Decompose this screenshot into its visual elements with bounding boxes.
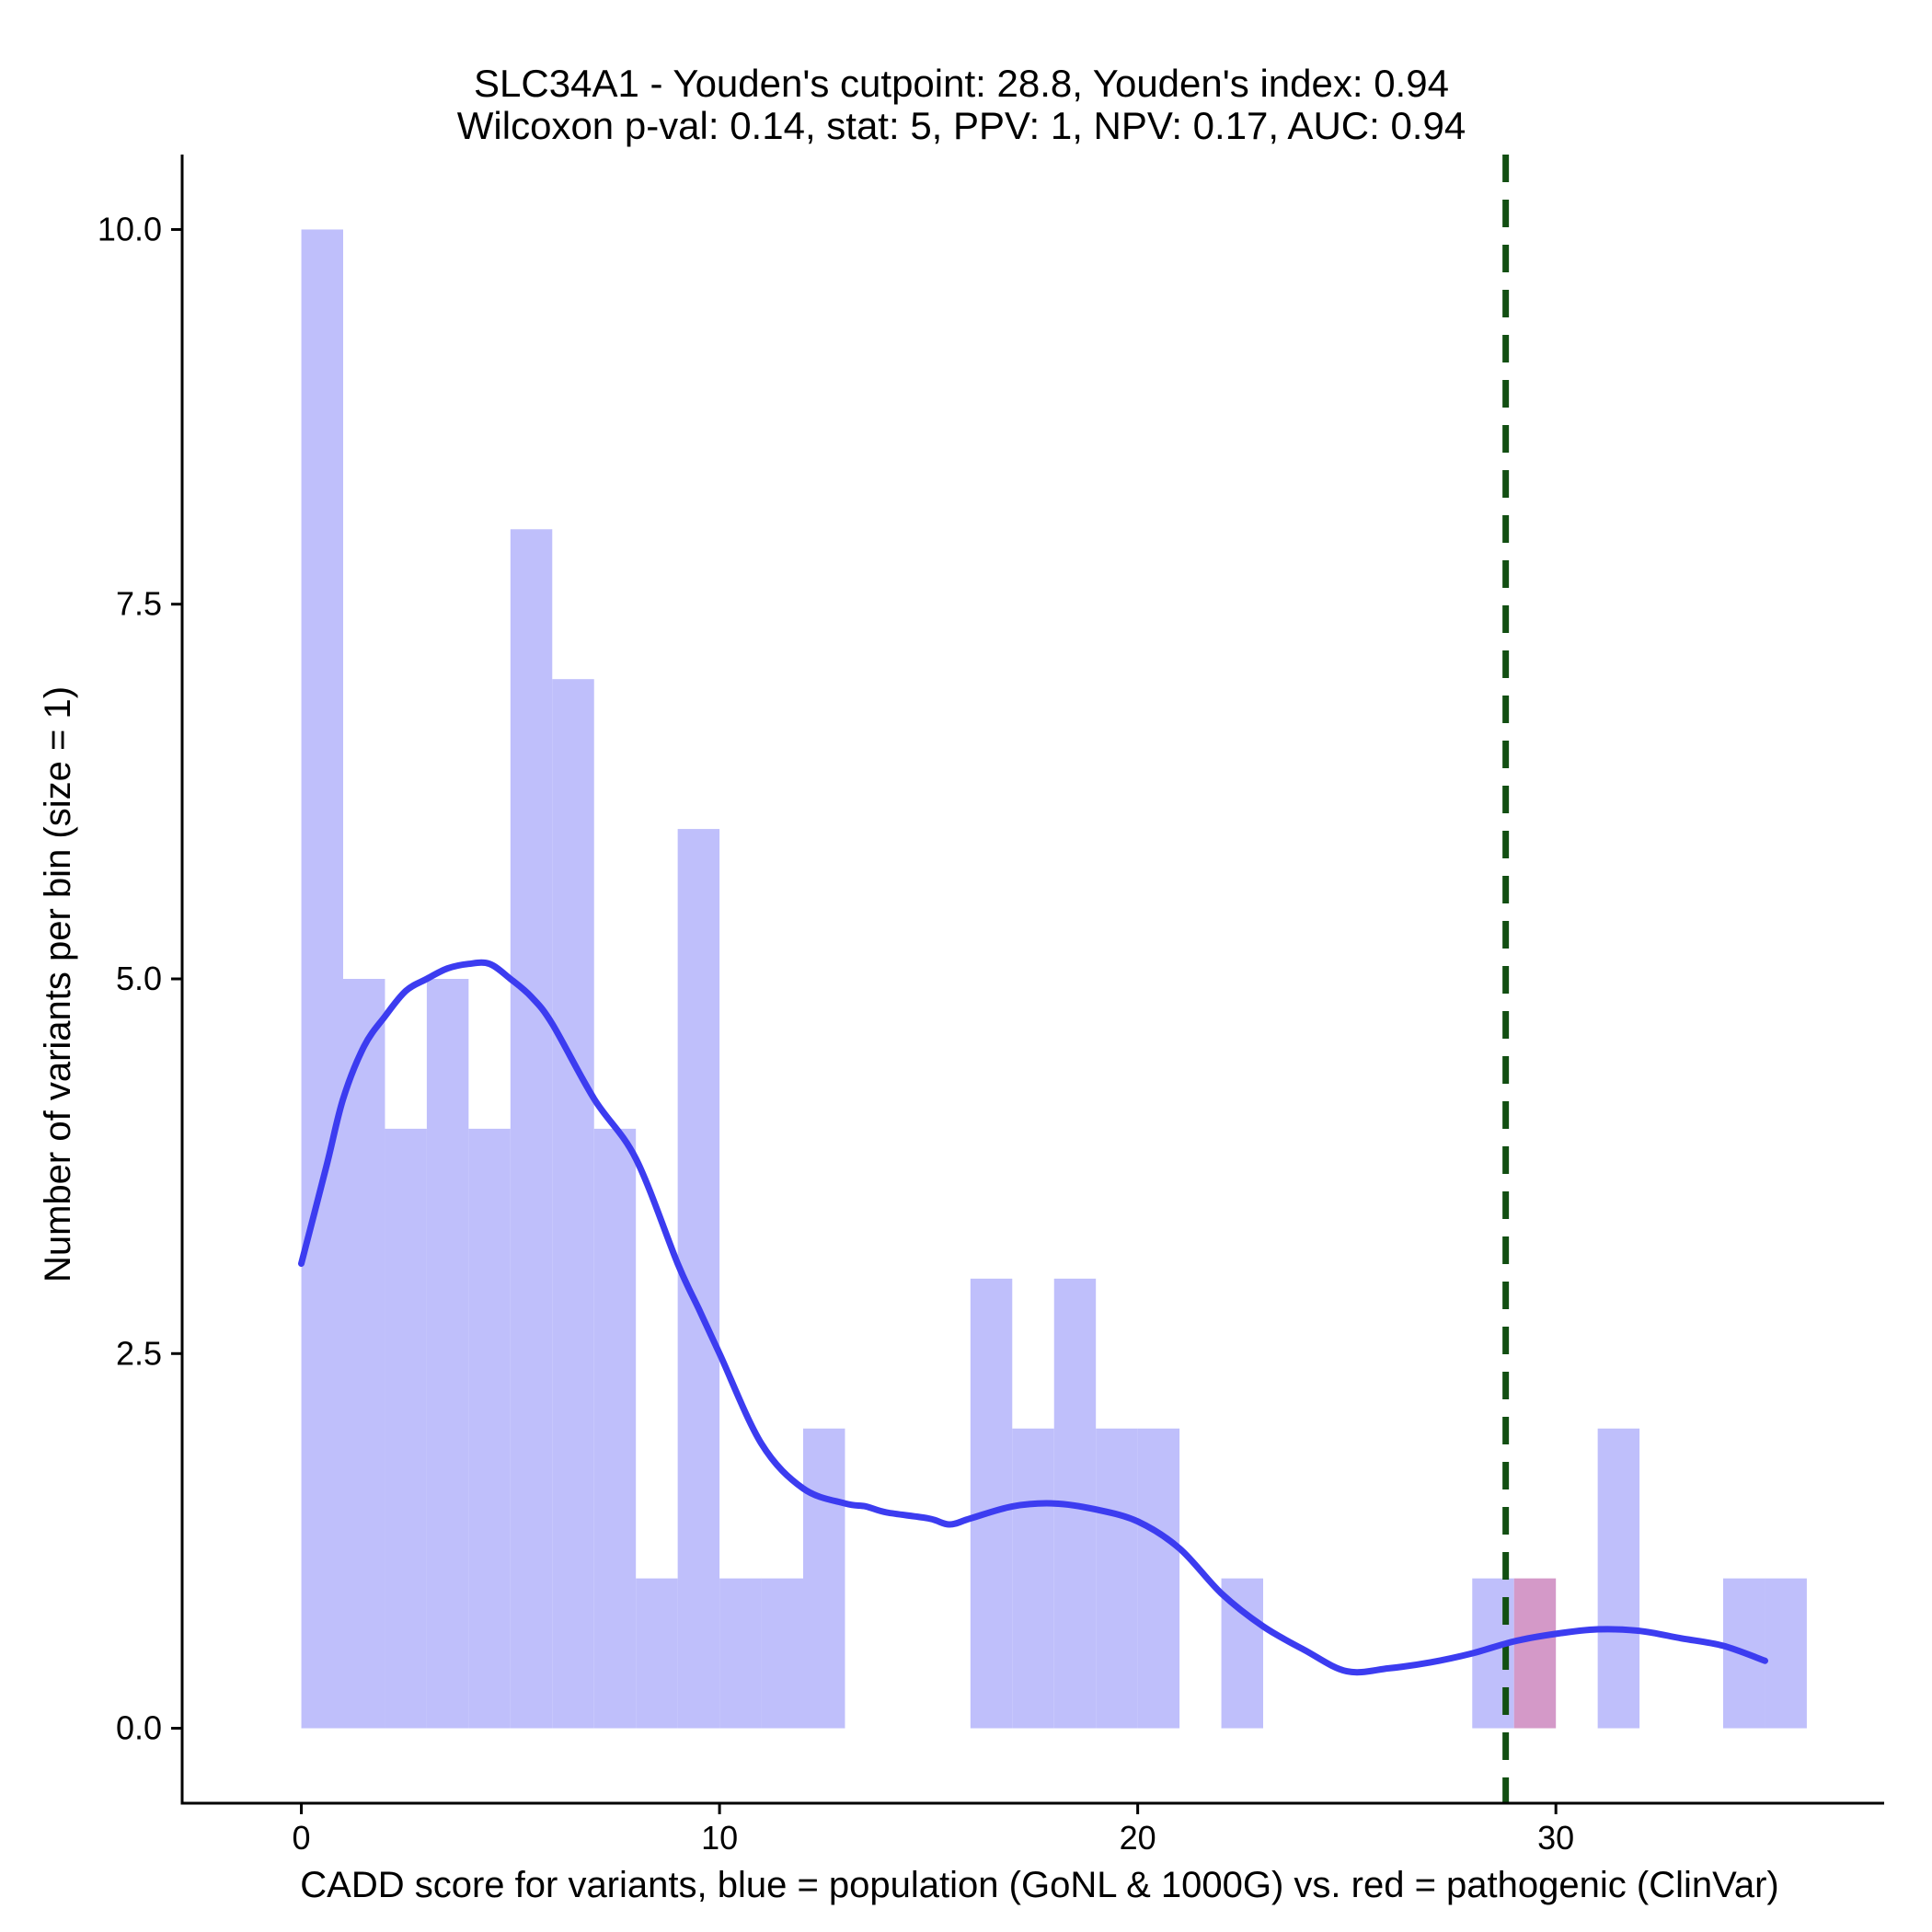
y-tick-label-5: 5.0 — [116, 960, 162, 997]
population-bar-3 — [426, 979, 469, 1729]
population-bar-6 — [552, 679, 594, 1729]
x-tick-label-20: 20 — [1120, 1819, 1156, 1857]
y-tick-label-7.5: 7.5 — [116, 585, 162, 623]
population-bar-20 — [1137, 1428, 1180, 1729]
population-bar-1 — [343, 979, 385, 1729]
pathogenic-bar-29 — [1513, 1578, 1557, 1729]
population-bar-11 — [761, 1578, 803, 1729]
y-tick-label-0: 0.0 — [116, 1709, 162, 1747]
population-bar-8 — [636, 1578, 678, 1729]
population-bar-4 — [468, 1128, 511, 1729]
population-bar-12 — [803, 1428, 845, 1729]
y-tick-label-2.5: 2.5 — [116, 1334, 162, 1372]
density-curve — [298, 959, 1768, 1676]
population-bar-5 — [510, 529, 553, 1729]
population-bar-0 — [301, 229, 343, 1729]
y-axis-title: Number of variants per bin (size = 1) — [38, 686, 78, 1282]
population-bar-17 — [1012, 1428, 1054, 1729]
population-bar-19 — [1096, 1428, 1138, 1729]
x-tick-label-10: 10 — [701, 1819, 738, 1857]
x-tick-label-30: 30 — [1537, 1819, 1574, 1857]
chart-title: SLC34A1 - Youden's cutpoint: 28.8, Youde… — [457, 62, 1466, 147]
population-bar-2 — [385, 1128, 427, 1729]
density-curve-layer — [298, 959, 1768, 1676]
axis-ticks: 0 10 20 30 0.0 2.5 5.0 7.5 10.0 — [98, 210, 1574, 1857]
y-tick-label-10: 10.0 — [98, 210, 162, 247]
title-line-2: Wilcoxon p-val: 0.14, stat: 5, PPV: 1, N… — [457, 104, 1466, 147]
population-bar-10 — [719, 1578, 762, 1729]
histogram-bars — [301, 229, 1807, 1729]
population-bar-16 — [970, 1278, 1013, 1729]
x-axis-title: CADD score for variants, blue = populati… — [300, 1865, 1778, 1905]
population-bar-31 — [1597, 1428, 1640, 1729]
title-line-1: SLC34A1 - Youden's cutpoint: 28.8, Youde… — [474, 62, 1449, 105]
population-bar-35 — [1765, 1578, 1807, 1729]
population-bar-7 — [593, 1128, 637, 1729]
x-tick-label-0: 0 — [293, 1819, 311, 1857]
